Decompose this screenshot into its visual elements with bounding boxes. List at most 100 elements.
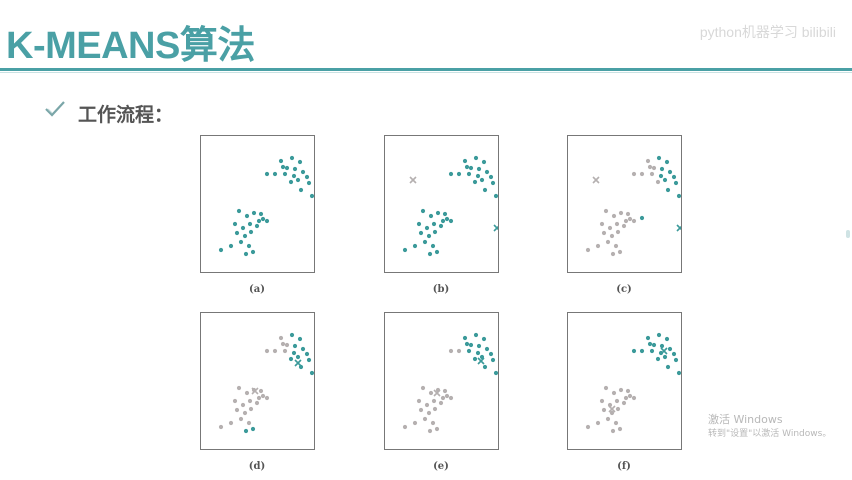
data-point [304,174,310,180]
data-point [264,171,270,177]
centroid-marker [477,357,485,365]
data-point [444,216,450,222]
data-point [464,164,470,170]
data-point [247,221,253,227]
data-point [607,225,613,231]
kmeans-panel-b [384,135,499,273]
data-point [282,348,288,354]
data-point [618,210,624,216]
data-point [595,420,601,426]
data-point [297,336,303,342]
data-point [609,233,615,239]
data-point [432,229,438,235]
data-point [292,343,298,349]
data-point [422,239,428,245]
data-point [615,406,621,412]
data-point [676,193,681,199]
data-point [260,216,266,222]
data-point [493,193,498,199]
centroid-marker [660,347,668,355]
data-point [256,395,262,401]
data-point [402,424,408,430]
data-point [448,348,454,354]
data-point [238,239,244,245]
data-point [476,343,482,349]
data-point [605,416,611,422]
data-point [243,428,249,434]
data-point [466,171,472,177]
data-point [665,364,671,370]
data-point [264,218,270,224]
data-point [232,398,238,404]
kmeans-panel-d [200,312,315,450]
data-point [631,348,637,354]
data-point [250,249,256,255]
activation-title: 激活 Windows [708,413,783,426]
data-point [462,158,468,164]
data-point [242,410,248,416]
data-point [488,174,494,180]
data-point [418,230,424,236]
data-point [656,332,662,338]
data-point [621,400,627,406]
data-point [614,398,620,404]
data-point [258,211,264,217]
scroll-handle[interactable] [846,230,850,238]
scatter-plot-a [218,155,314,257]
data-point [490,357,496,363]
data-point [662,177,668,183]
data-point [484,169,490,175]
data-point [444,393,450,399]
data-point [234,230,240,236]
data-point [475,350,481,356]
data-point [651,165,657,171]
data-point [607,402,613,408]
data-point [664,159,670,165]
data-point [218,247,224,253]
data-point [585,424,591,430]
data-point [280,164,286,170]
panel-label-e: (e) [433,461,449,472]
data-point [435,210,441,216]
kmeans-panel-e [384,312,499,450]
scatter-plot-d [218,332,314,434]
data-point [475,173,481,179]
data-point [306,180,312,186]
data-point [671,174,677,180]
data-point [422,416,428,422]
kmeans-panel-a [200,135,315,273]
data-point [673,357,679,363]
data-point [428,390,434,396]
data-point [254,223,260,229]
data-point [412,243,418,249]
data-point [448,395,454,401]
check-icon [45,101,65,117]
scatter-plot-e [402,332,498,434]
data-point [468,342,474,348]
data-point [264,348,270,354]
data-point [613,420,619,426]
watermark: python机器学习 bilibili [699,24,836,40]
data-point [664,336,670,342]
data-point [614,221,620,227]
data-point [256,218,262,224]
data-point [295,177,301,183]
data-point [631,171,637,177]
title-divider-shadow [0,72,852,73]
data-point [647,164,653,170]
data-point [260,393,266,399]
data-point [655,356,661,362]
data-point [656,155,662,161]
data-point [278,335,284,341]
data-point [247,398,253,404]
data-point [676,370,681,376]
data-point [466,348,472,354]
panel-label-a: (a) [249,284,265,295]
data-point [625,211,631,217]
data-point [254,400,260,406]
data-point [258,388,264,394]
data-point [250,426,256,432]
data-point [603,208,609,214]
section-label: 工作流程： [78,104,174,126]
data-point [218,424,224,430]
